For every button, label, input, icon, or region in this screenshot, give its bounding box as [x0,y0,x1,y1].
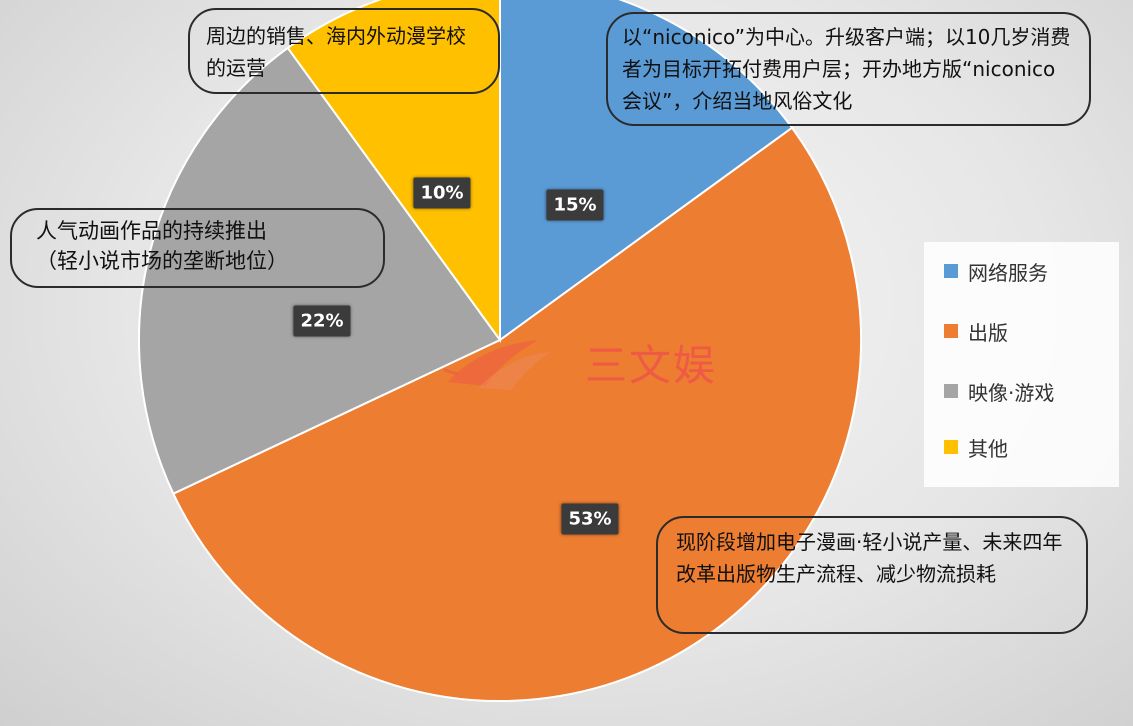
annotation-publishing: 现阶段增加电子漫画·轻小说产量、未来四年改革出版物生产流程、减少物流损耗 [656,516,1088,634]
legend-item-other: 其他 [944,432,1008,462]
legend-item-video-games: 映像·游戏 [944,376,1054,406]
watermark-text: 三文娱 [585,341,718,390]
data-label-publishing: 53% [561,503,619,535]
data-label-video-games: 22% [293,305,351,337]
pie-slice-network [499,0,794,342]
legend-item-publishing: 出版 [944,316,1008,346]
legend-swatch-other [944,440,958,454]
data-label-network: 15% [546,189,604,221]
pie-slice-other [286,0,501,344]
legend-label-publishing: 出版 [968,320,1008,345]
data-label-other: 10% [413,177,471,209]
legend-swatch-video-games [944,384,958,398]
legend-item-network: 网络服务 [944,256,1048,286]
legend-label-other: 其他 [968,436,1008,461]
legend-swatch-publishing [944,324,958,338]
annotation-video-games: 人气动画作品的持续推出 （轻小说市场的垄断地位） [10,208,385,288]
legend-label-network: 网络服务 [968,260,1048,285]
legend-label-video-games: 映像·游戏 [968,380,1055,405]
watermark-logo-icon [443,340,550,390]
pie-slice-publishing [172,126,862,702]
pie-slice-video-games [138,46,502,496]
legend: 网络服务 出版 映像·游戏 其他 [924,242,1119,487]
annotation-other: 周边的销售、海内外动漫学校的运营 [188,8,500,94]
legend-swatch-network [944,264,958,278]
annotation-network: 以“niconico”为中心。升级客户端；以10几岁消费者为目标开拓付费用户层；… [606,12,1091,126]
